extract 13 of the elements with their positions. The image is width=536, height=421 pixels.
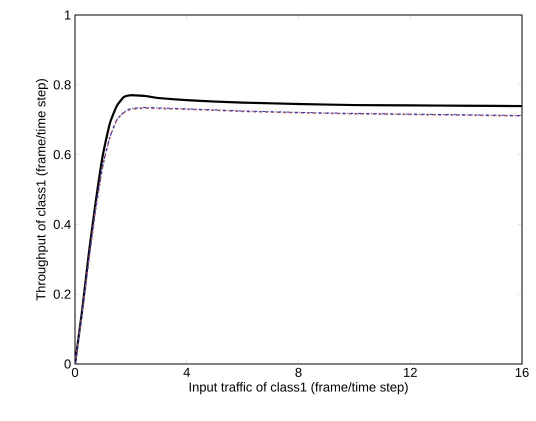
x-tick-label: 16 (516, 368, 529, 377)
x-tick-label: 8 (295, 368, 302, 377)
y-tick-label: 0 (64, 359, 71, 369)
y-tick-label: 0.6 (54, 150, 71, 160)
x-tick-label: 0 (72, 368, 78, 377)
x-tick-label: 4 (183, 368, 190, 377)
x-tick-label: 12 (404, 368, 417, 377)
y-tick-label: 1 (64, 10, 71, 20)
x-axis-title: Input traffic of class1 (frame/time step) (190, 382, 408, 394)
y-tick-label: 0.4 (54, 220, 71, 229)
y-tick-label: 0.2 (54, 290, 71, 299)
y-axis-title: Throughput of class1 (frame/time step) (36, 79, 48, 300)
y-tick-label: 0.8 (54, 80, 71, 90)
